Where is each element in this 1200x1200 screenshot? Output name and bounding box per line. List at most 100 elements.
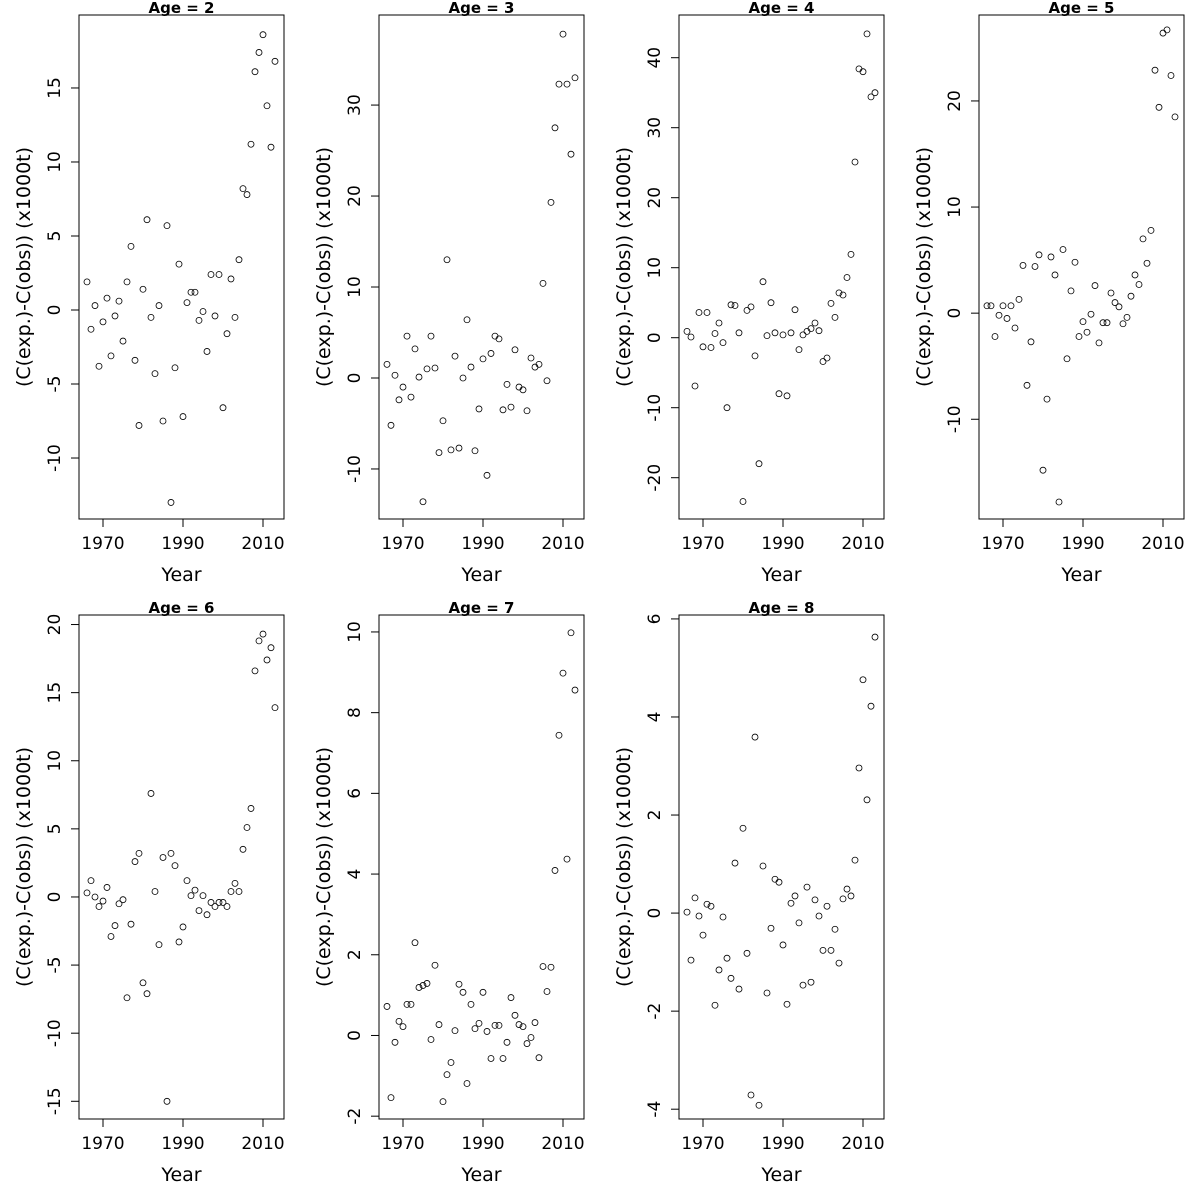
point bbox=[1071, 258, 1079, 266]
point bbox=[763, 989, 771, 997]
point bbox=[411, 345, 419, 353]
point bbox=[219, 899, 227, 906]
point bbox=[435, 1021, 443, 1028]
point bbox=[443, 1071, 451, 1079]
point bbox=[731, 302, 739, 309]
point bbox=[851, 856, 859, 864]
point bbox=[459, 988, 467, 996]
point bbox=[779, 331, 787, 339]
y-tick-label: 10 bbox=[945, 196, 965, 218]
point bbox=[819, 946, 827, 954]
point bbox=[427, 332, 435, 340]
x-tick-label: 1990 bbox=[761, 534, 804, 554]
point bbox=[175, 260, 183, 268]
y-tick-label: 15 bbox=[45, 682, 65, 704]
point bbox=[743, 306, 751, 314]
point bbox=[147, 790, 155, 797]
point bbox=[983, 302, 991, 310]
y-tick-label: 8 bbox=[345, 707, 365, 718]
point bbox=[255, 637, 263, 645]
panel: Age = 2 Year (C(exp.)-C(obs)) (x1000t) 1970… bbox=[13, 0, 285, 586]
point bbox=[475, 1019, 483, 1027]
x-tick-label: 1970 bbox=[681, 1134, 724, 1154]
point bbox=[1063, 355, 1071, 363]
plot-box bbox=[678, 14, 885, 520]
point bbox=[1107, 289, 1115, 297]
point bbox=[111, 312, 119, 320]
point bbox=[835, 289, 843, 297]
point bbox=[871, 89, 879, 97]
point bbox=[271, 57, 279, 65]
point bbox=[559, 669, 567, 677]
point bbox=[751, 733, 759, 741]
x-axis-label: Year bbox=[760, 1164, 801, 1186]
point bbox=[779, 941, 787, 949]
point bbox=[235, 888, 243, 895]
point bbox=[787, 329, 795, 337]
point bbox=[511, 346, 519, 354]
point bbox=[87, 877, 95, 885]
y-tick-label: 40 bbox=[645, 47, 665, 69]
point bbox=[803, 883, 811, 891]
y-tick-label: 2 bbox=[645, 810, 665, 821]
point bbox=[159, 854, 167, 861]
x-tick-label: 1970 bbox=[381, 534, 424, 554]
point bbox=[131, 356, 139, 364]
point bbox=[199, 892, 207, 900]
point bbox=[799, 331, 807, 339]
point bbox=[203, 348, 211, 355]
point bbox=[83, 889, 91, 897]
x-tick-label: 1990 bbox=[761, 1134, 804, 1154]
point bbox=[691, 894, 699, 902]
point bbox=[463, 1080, 471, 1087]
y-tick-label: -4 bbox=[645, 1101, 665, 1118]
point bbox=[519, 1023, 527, 1030]
point bbox=[211, 312, 219, 320]
point bbox=[1087, 310, 1095, 318]
point bbox=[243, 824, 251, 831]
point bbox=[499, 1055, 507, 1062]
point bbox=[107, 352, 115, 360]
point bbox=[211, 903, 219, 910]
point bbox=[751, 352, 759, 360]
point bbox=[103, 884, 111, 891]
point bbox=[855, 764, 863, 772]
x-tick-label: 2010 bbox=[1141, 534, 1184, 554]
point bbox=[127, 242, 135, 250]
point bbox=[863, 30, 871, 38]
point bbox=[715, 319, 723, 327]
point bbox=[695, 309, 703, 316]
point bbox=[87, 325, 95, 333]
point bbox=[471, 1025, 479, 1033]
y-tick-label: -2 bbox=[345, 1108, 365, 1125]
point bbox=[223, 903, 231, 910]
point bbox=[191, 288, 199, 296]
point bbox=[203, 911, 211, 919]
point bbox=[707, 902, 715, 910]
point bbox=[507, 994, 515, 1001]
x-tick-label: 1990 bbox=[461, 1134, 504, 1154]
point bbox=[859, 68, 867, 76]
x-tick-label: 2010 bbox=[541, 534, 584, 554]
point bbox=[91, 302, 99, 309]
point bbox=[539, 963, 547, 970]
point bbox=[999, 302, 1007, 310]
point bbox=[443, 256, 451, 264]
point bbox=[859, 676, 867, 684]
point bbox=[155, 302, 163, 309]
point bbox=[195, 316, 203, 324]
point bbox=[783, 1000, 791, 1008]
x-tick-label: 1990 bbox=[461, 534, 504, 554]
point bbox=[1135, 281, 1143, 288]
point bbox=[507, 403, 515, 411]
y-tick-label: 4 bbox=[645, 712, 665, 723]
x-tick-label: 2010 bbox=[241, 534, 284, 554]
y-axis-label: (C(exp.)-C(obs)) (x1000t) bbox=[313, 747, 335, 987]
point bbox=[739, 824, 747, 832]
point bbox=[703, 309, 711, 316]
y-tick-label: -10 bbox=[345, 455, 365, 483]
panel: Age = 8 Year (C(exp.)-C(obs)) (x1000t) 1970… bbox=[613, 599, 885, 1186]
y-tick-label: 10 bbox=[45, 151, 65, 173]
point bbox=[683, 908, 691, 916]
plot-box bbox=[378, 614, 585, 1120]
